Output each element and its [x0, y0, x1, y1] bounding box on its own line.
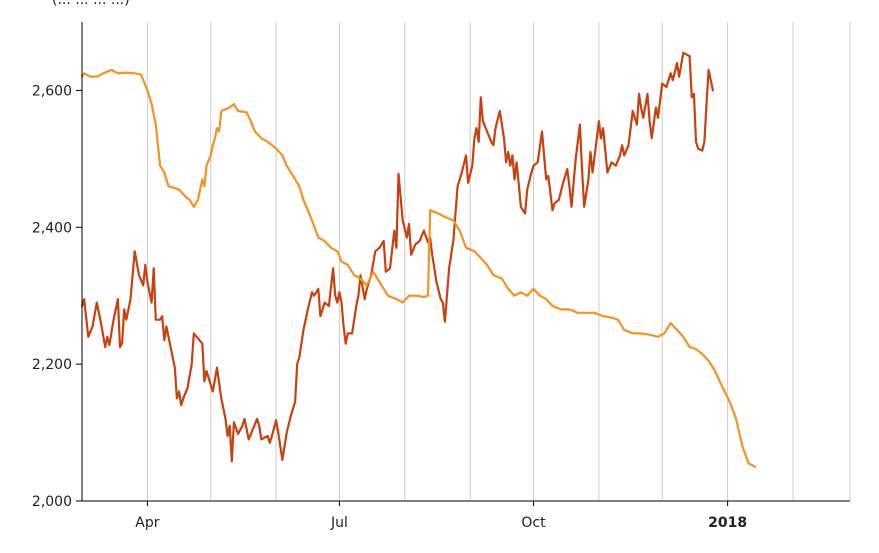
- x-tick-label: Jul: [330, 515, 348, 531]
- x-tick-label: Apr: [135, 515, 159, 531]
- x-tick-label: 2018: [708, 515, 747, 531]
- vertical-gridlines: [81, 22, 851, 501]
- series-line-2: [80, 68, 757, 468]
- y-tick-label: 2,000: [32, 494, 72, 510]
- x-tick-label: Oct: [521, 515, 546, 531]
- y-tick-label: 2,600: [32, 83, 72, 99]
- y-axis-ticks: 2,000 2,200 2,400 2,600: [32, 83, 82, 510]
- series-layer: [80, 51, 757, 468]
- y-tick-label: 2,200: [32, 357, 72, 373]
- series-line-1: [80, 51, 715, 463]
- axes: [81, 22, 850, 502]
- x-axis-ticks: Apr Jul Oct 2018: [135, 501, 747, 531]
- y-tick-label: 2,400: [32, 220, 72, 236]
- header-fragment: (... ... ... ...): [52, 0, 130, 8]
